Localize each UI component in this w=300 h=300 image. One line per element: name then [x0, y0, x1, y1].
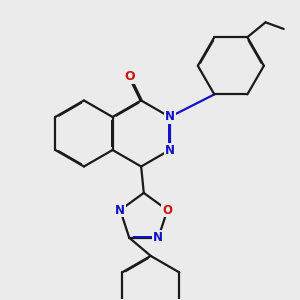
Text: N: N — [165, 110, 175, 124]
Text: O: O — [162, 203, 172, 217]
Text: N: N — [165, 143, 175, 157]
Text: N: N — [115, 203, 125, 217]
Text: N: N — [153, 231, 164, 244]
Text: O: O — [124, 70, 135, 83]
